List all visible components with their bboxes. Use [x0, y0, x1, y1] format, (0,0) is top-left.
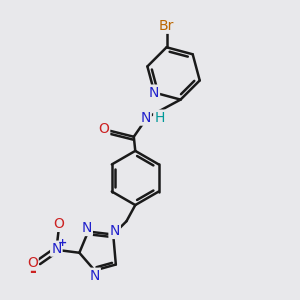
Text: N: N — [110, 224, 120, 238]
Text: O: O — [53, 217, 64, 231]
Text: O: O — [27, 256, 38, 270]
Text: Br: Br — [159, 19, 174, 33]
Text: O: O — [98, 122, 109, 136]
Text: H: H — [154, 111, 165, 124]
Text: N: N — [140, 111, 151, 124]
Text: -: - — [29, 262, 36, 280]
Text: +: + — [58, 238, 67, 248]
Text: N: N — [82, 221, 92, 235]
Text: N: N — [148, 85, 159, 100]
Text: N: N — [89, 269, 100, 283]
Text: N: N — [51, 242, 62, 256]
